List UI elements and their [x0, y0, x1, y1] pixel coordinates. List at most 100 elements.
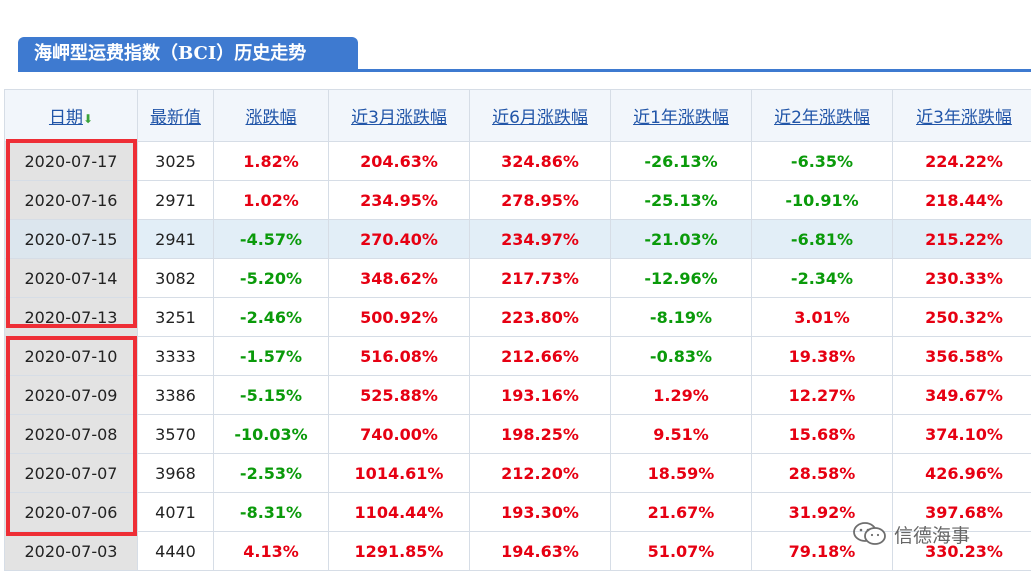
column-header-latest[interactable]: 最新值 [137, 89, 214, 142]
change-1y-cell: -12.96% [610, 258, 752, 298]
date-cell: 2020-07-09 [4, 375, 138, 415]
latest-value-cell: 2971 [137, 180, 214, 220]
change-2y-cell: 31.92% [751, 492, 893, 532]
table-row[interactable]: 2020-07-15 2941 -4.57% 270.40% 234.97% -21.03… [4, 219, 1031, 259]
change-3m-cell: 525.88% [328, 375, 470, 415]
change-cell: 4.13% [213, 531, 329, 571]
bci-history-table: 日期⬇ 最新值 涨跌幅 近3月涨跌幅 近6月涨跌幅 近1年涨跌幅 近2年涨跌幅 … [4, 89, 1031, 571]
change-cell: 1.02% [213, 180, 329, 220]
change-2y-cell: -6.81% [751, 219, 893, 259]
change-3y-cell: 349.67% [892, 375, 1031, 415]
change-1y-cell: 9.51% [610, 414, 752, 454]
change-3y-cell: 426.96% [892, 453, 1031, 493]
wechat-icon [853, 522, 886, 545]
column-header-3y[interactable]: 近3年涨跌幅 [892, 89, 1031, 142]
change-cell: -2.46% [213, 297, 329, 337]
change-1y-cell: -25.13% [610, 180, 752, 220]
change-2y-cell: 19.38% [751, 336, 893, 376]
change-6m-cell: 223.80% [469, 297, 611, 337]
change-1y-cell: 51.07% [610, 531, 752, 571]
change-3y-cell: 374.10% [892, 414, 1031, 454]
change-3m-cell: 1104.44% [328, 492, 470, 532]
column-header-1y[interactable]: 近1年涨跌幅 [610, 89, 752, 142]
latest-value-cell: 4440 [137, 531, 214, 571]
change-2y-cell: -6.35% [751, 141, 893, 181]
change-3y-cell: 397.68% [892, 492, 1031, 532]
column-header-date[interactable]: 日期⬇ [4, 89, 138, 142]
column-header-3m[interactable]: 近3月涨跌幅 [328, 89, 470, 142]
change-6m-cell: 193.16% [469, 375, 611, 415]
change-3m-cell: 1291.85% [328, 531, 470, 571]
latest-value-cell: 2941 [137, 219, 214, 259]
change-3y-cell: 330.23% [892, 531, 1031, 571]
latest-value-cell: 3082 [137, 258, 214, 298]
change-6m-cell: 212.20% [469, 453, 611, 493]
change-cell: -10.03% [213, 414, 329, 454]
column-header-change[interactable]: 涨跌幅 [213, 89, 329, 142]
column-header-6m[interactable]: 近6月涨跌幅 [469, 89, 611, 142]
change-6m-cell: 194.63% [469, 531, 611, 571]
table-row[interactable]: 2020-07-14 3082 -5.20% 348.62% 217.73% -12.96… [4, 258, 1031, 298]
change-2y-cell: 3.01% [751, 297, 893, 337]
change-2y-cell: 15.68% [751, 414, 893, 454]
table-row[interactable]: 2020-07-17 3025 1.82% 204.63% 324.86% -26.13%… [4, 141, 1031, 181]
change-6m-cell: 234.97% [469, 219, 611, 259]
change-3m-cell: 348.62% [328, 258, 470, 298]
date-cell: 2020-07-07 [4, 453, 138, 493]
change-cell: 1.82% [213, 141, 329, 181]
change-6m-cell: 278.95% [469, 180, 611, 220]
table-row[interactable]: 2020-07-03 4440 4.13% 1291.85% 194.63% 51.07%… [4, 531, 1031, 571]
latest-value-cell: 3968 [137, 453, 214, 493]
sort-down-arrow-icon: ⬇ [82, 112, 94, 126]
change-3m-cell: 740.00% [328, 414, 470, 454]
table-header-row: 日期⬇ 最新值 涨跌幅 近3月涨跌幅 近6月涨跌幅 近1年涨跌幅 近2年涨跌幅 … [4, 89, 1031, 142]
change-1y-cell: -0.83% [610, 336, 752, 376]
date-cell: 2020-07-13 [4, 297, 138, 337]
change-3y-cell: 230.33% [892, 258, 1031, 298]
change-cell: -5.20% [213, 258, 329, 298]
change-2y-cell: 12.27% [751, 375, 893, 415]
change-2y-cell: -10.91% [751, 180, 893, 220]
table-row[interactable]: 2020-07-10 3333 -1.57% 516.08% 212.66% -0.83%… [4, 336, 1031, 376]
change-3y-cell: 215.22% [892, 219, 1031, 259]
table-row[interactable]: 2020-07-09 3386 -5.15% 525.88% 193.16% 1.29% 1… [4, 375, 1031, 415]
table-row[interactable]: 2020-07-13 3251 -2.46% 500.92% 223.80% -8.19%… [4, 297, 1031, 337]
change-3y-cell: 356.58% [892, 336, 1031, 376]
change-cell: -8.31% [213, 492, 329, 532]
date-cell: 2020-07-10 [4, 336, 138, 376]
latest-value-cell: 3251 [137, 297, 214, 337]
change-3m-cell: 516.08% [328, 336, 470, 376]
date-cell: 2020-07-14 [4, 258, 138, 298]
latest-value-cell: 3386 [137, 375, 214, 415]
change-1y-cell: -26.13% [610, 141, 752, 181]
change-6m-cell: 212.66% [469, 336, 611, 376]
change-3y-cell: 250.32% [892, 297, 1031, 337]
date-cell: 2020-07-06 [4, 492, 138, 532]
change-6m-cell: 217.73% [469, 258, 611, 298]
annotation-box-week2 [6, 336, 137, 536]
change-3m-cell: 234.95% [328, 180, 470, 220]
change-3y-cell: 224.22% [892, 141, 1031, 181]
watermark-text: 信德海事 [894, 524, 971, 547]
change-3y-cell: 218.44% [892, 180, 1031, 220]
change-cell: -4.57% [213, 219, 329, 259]
table-row[interactable]: 2020-07-07 3968 -2.53% 1014.61% 212.20% 18.59… [4, 453, 1031, 493]
change-3m-cell: 500.92% [328, 297, 470, 337]
change-6m-cell: 198.25% [469, 414, 611, 454]
table-row[interactable]: 2020-07-16 2971 1.02% 234.95% 278.95% -25.13%… [4, 180, 1031, 220]
annotation-box-week1 [6, 139, 137, 328]
table-row[interactable]: 2020-07-08 3570 -10.03% 740.00% 198.25% 9.51%… [4, 414, 1031, 454]
latest-value-cell: 3570 [137, 414, 214, 454]
change-3m-cell: 204.63% [328, 141, 470, 181]
change-3m-cell: 1014.61% [328, 453, 470, 493]
change-cell: -1.57% [213, 336, 329, 376]
watermark: 信德海事 [852, 519, 970, 549]
change-cell: -5.15% [213, 375, 329, 415]
page-title: 海岬型运费指数（BCI）历史走势 [18, 37, 358, 70]
change-1y-cell: -8.19% [610, 297, 752, 337]
table-row[interactable]: 2020-07-06 4071 -8.31% 1104.44% 193.30% 21.67… [4, 492, 1031, 532]
change-3m-cell: 270.40% [328, 219, 470, 259]
latest-value-cell: 4071 [137, 492, 214, 532]
change-1y-cell: 21.67% [610, 492, 752, 532]
column-header-2y[interactable]: 近2年涨跌幅 [751, 89, 893, 142]
